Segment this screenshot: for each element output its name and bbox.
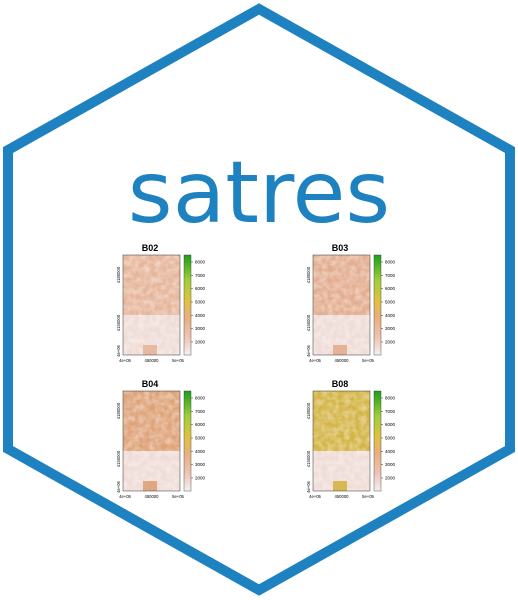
raster-patch [333,345,347,355]
raster-patch [143,481,157,491]
legend-tick-label: 8000 [195,396,206,401]
legend-tick-label: 2000 [385,476,396,481]
raster-texture [123,255,180,355]
legend-tick-label: 6000 [195,286,206,291]
y-tick-label: 4180000 [306,402,311,419]
legend-tick-label: 6000 [195,422,206,427]
legend-tick-label: 6000 [385,286,396,291]
y-tick-label: 4180000 [116,402,121,419]
legend-tick-label: 4000 [385,449,396,454]
legend-tick-label: 6000 [385,422,396,427]
y-tick-label: 4e+06 [306,480,311,492]
x-tick-label: 450000 [145,494,160,499]
x-tick-label: 5e+05 [362,494,374,499]
y-tick-label: 4e+06 [116,480,121,492]
panel-b08: B08 4e+06 4150000 4180000 4e+05 450000 5e+05 20… [306,379,396,499]
legend-tick-label: 3000 [195,462,206,467]
panel-b04: B04 4e+06 4150000 4180000 4e+05 450000 5e+05 20… [116,379,206,499]
hexagon-border [3,3,515,596]
x-tick-label: 4e+05 [309,494,321,499]
raster-patch [143,345,157,355]
legend-tick-label: 7000 [195,273,206,278]
legend-tick-label: 2000 [385,340,396,345]
legend-tick-label: 3000 [195,326,206,331]
band-panels: B02 4e+06 4150000 4180000 4e+05 450000 5e+05 20… [116,243,396,499]
x-tick-label: 4e+05 [119,494,131,499]
raster-texture [123,391,180,491]
x-tick-label: 450000 [145,358,160,363]
y-tick-label: 4180000 [306,266,311,283]
legend-tick-label: 4000 [195,313,206,318]
panel-b02: B02 4e+06 4150000 4180000 4e+05 450000 5e+05 20… [116,243,206,363]
legend-tick-label: 5000 [195,436,206,441]
legend-bar [373,390,382,492]
raster-texture [313,391,370,491]
legend-tick-label: 4000 [195,449,206,454]
panel-title: B04 [142,379,159,389]
logo-title: satres [128,143,390,243]
legend-tick-label: 5000 [195,300,206,305]
panel-b03: B03 4e+06 4150000 4180000 4e+05 450000 5e+05 20… [306,243,396,363]
x-tick-label: 450000 [335,358,350,363]
legend-bar [183,254,192,356]
legend-tick-label: 4000 [385,313,396,318]
x-tick-label: 4e+05 [119,358,131,363]
panel-title: B02 [142,243,159,253]
panel-title: B08 [332,379,349,389]
legend-tick-label: 5000 [385,300,396,305]
legend-tick-label: 3000 [385,326,396,331]
legend-tick-label: 8000 [385,260,396,265]
y-tick-label: 4e+06 [116,344,121,356]
y-tick-label: 4150000 [306,450,311,467]
legend-bar [373,254,382,356]
y-tick-label: 4150000 [306,314,311,331]
legend-tick-label: 8000 [385,396,396,401]
x-tick-label: 5e+05 [172,358,184,363]
raster-frame [122,254,181,356]
y-tick-label: 4150000 [116,314,121,331]
x-tick-label: 4e+05 [309,358,321,363]
legend-tick-label: 5000 [385,436,396,441]
raster-patch [333,481,347,491]
raster-frame [312,254,371,356]
legend-tick-label: 2000 [195,340,206,345]
legend-tick-label: 7000 [385,409,396,414]
x-tick-label: 450000 [335,494,350,499]
panel-title: B03 [332,243,349,253]
legend-tick-label: 7000 [195,409,206,414]
raster-texture [313,255,370,355]
raster-frame [312,390,371,492]
legend-tick-label: 7000 [385,273,396,278]
raster-frame [122,390,181,492]
legend-tick-label: 3000 [385,462,396,467]
legend-tick-label: 8000 [195,260,206,265]
x-tick-label: 5e+05 [362,358,374,363]
legend-tick-label: 2000 [195,476,206,481]
x-tick-label: 5e+05 [172,494,184,499]
y-tick-label: 4e+06 [306,344,311,356]
y-tick-label: 4150000 [116,450,121,467]
y-tick-label: 4180000 [116,266,121,283]
legend-bar [183,390,192,492]
